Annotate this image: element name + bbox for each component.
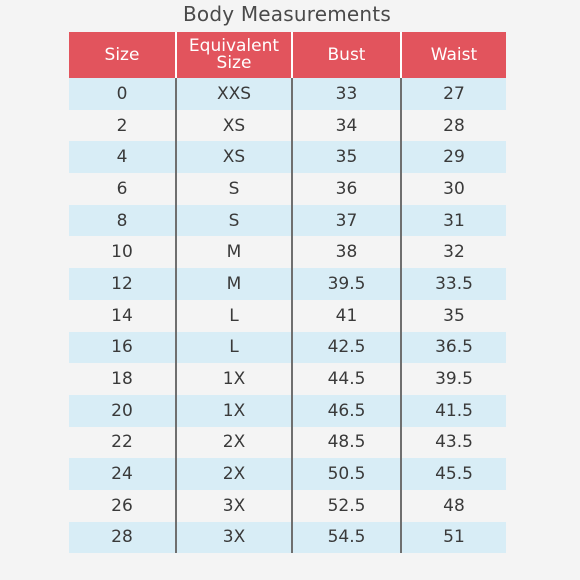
size-cell: 8 [69, 204, 176, 237]
size-cell: 6 [69, 173, 176, 205]
equivalent-size-cell: 2X [175, 458, 292, 490]
header-bust: Bust [291, 32, 401, 78]
table-row: 0 XXS 33 27 [69, 78, 506, 110]
waist-cell: 29 [400, 141, 506, 174]
bust-cell: 36 [291, 173, 401, 205]
table-row: 26 3X 52.5 48 [69, 489, 506, 522]
size-cell: 22 [69, 426, 176, 459]
bust-cell: 54.5 [291, 521, 401, 554]
table-row: 22 2X 48.5 43.5 [69, 426, 506, 459]
table-body: 0 XXS 33 27 2 XS 34 28 4 XS 35 29 6 S 36 30 8 S 37 31 10 M 38 3… [69, 78, 506, 554]
bust-cell: 37 [291, 204, 401, 237]
waist-cell: 35 [400, 299, 506, 332]
table-row: 20 1X 46.5 41.5 [69, 394, 506, 427]
waist-cell: 31 [400, 204, 506, 237]
size-cell: 4 [69, 141, 176, 174]
bust-cell: 38 [291, 236, 401, 269]
bust-cell: 46.5 [291, 394, 401, 427]
waist-cell: 51 [400, 521, 506, 554]
size-cell: 2 [69, 109, 176, 142]
table-row: 2 XS 34 28 [69, 109, 506, 142]
page-title: Body Measurements [183, 2, 391, 26]
size-cell: 24 [69, 458, 176, 490]
equivalent-size-cell: XS [175, 141, 292, 174]
measurements-table-container: Size Equivalent Size Bust Waist 0 XXS 33 27… [69, 32, 506, 554]
waist-cell: 39.5 [400, 363, 506, 395]
table-row: 6 S 36 30 [69, 173, 506, 205]
equivalent-size-cell: L [175, 331, 292, 364]
equivalent-size-cell: S [175, 173, 292, 205]
header-equivalent-size: Equivalent Size [175, 32, 292, 78]
table-row: 16 L 42.5 36.5 [69, 331, 506, 364]
bust-cell: 44.5 [291, 363, 401, 395]
equivalent-size-cell: M [175, 268, 292, 300]
bust-cell: 48.5 [291, 426, 401, 459]
equivalent-size-cell: S [175, 204, 292, 237]
table-row: 14 L 41 35 [69, 299, 506, 332]
bust-cell: 35 [291, 141, 401, 174]
bust-cell: 52.5 [291, 489, 401, 522]
equivalent-size-cell: M [175, 236, 292, 269]
equivalent-size-cell: XS [175, 109, 292, 142]
waist-cell: 27 [400, 78, 506, 110]
size-cell: 26 [69, 489, 176, 522]
equivalent-size-cell: 1X [175, 363, 292, 395]
waist-cell: 32 [400, 236, 506, 269]
bust-cell: 39.5 [291, 268, 401, 300]
bust-cell: 41 [291, 299, 401, 332]
bust-cell: 50.5 [291, 458, 401, 490]
size-cell: 0 [69, 78, 176, 110]
table-row: 4 XS 35 29 [69, 141, 506, 174]
measurements-table: Size Equivalent Size Bust Waist 0 XXS 33 27… [69, 32, 506, 554]
waist-cell: 30 [400, 173, 506, 205]
waist-cell: 36.5 [400, 331, 506, 364]
table-row: 12 M 39.5 33.5 [69, 268, 506, 300]
header-size: Size [69, 32, 176, 78]
size-cell: 18 [69, 363, 176, 395]
waist-cell: 41.5 [400, 394, 506, 427]
table-row: 8 S 37 31 [69, 204, 506, 237]
bust-cell: 34 [291, 109, 401, 142]
header-row: Size Equivalent Size Bust Waist [69, 32, 506, 78]
equivalent-size-cell: 1X [175, 394, 292, 427]
header-waist: Waist [400, 32, 506, 78]
equivalent-size-cell: 2X [175, 426, 292, 459]
table-row: 18 1X 44.5 39.5 [69, 363, 506, 395]
size-cell: 16 [69, 331, 176, 364]
equivalent-size-cell: 3X [175, 489, 292, 522]
table-row: 28 3X 54.5 51 [69, 521, 506, 554]
size-cell: 12 [69, 268, 176, 300]
waist-cell: 33.5 [400, 268, 506, 300]
waist-cell: 48 [400, 489, 506, 522]
table-header: Size Equivalent Size Bust Waist [69, 32, 506, 78]
equivalent-size-cell: XXS [175, 78, 292, 110]
waist-cell: 45.5 [400, 458, 506, 490]
bust-cell: 33 [291, 78, 401, 110]
size-cell: 14 [69, 299, 176, 332]
equivalent-size-cell: 3X [175, 521, 292, 554]
bust-cell: 42.5 [291, 331, 401, 364]
waist-cell: 43.5 [400, 426, 506, 459]
equivalent-size-cell: L [175, 299, 292, 332]
size-cell: 28 [69, 521, 176, 554]
waist-cell: 28 [400, 109, 506, 142]
table-row: 24 2X 50.5 45.5 [69, 458, 506, 490]
size-cell: 20 [69, 394, 176, 427]
table-row: 10 M 38 32 [69, 236, 506, 269]
size-cell: 10 [69, 236, 176, 269]
